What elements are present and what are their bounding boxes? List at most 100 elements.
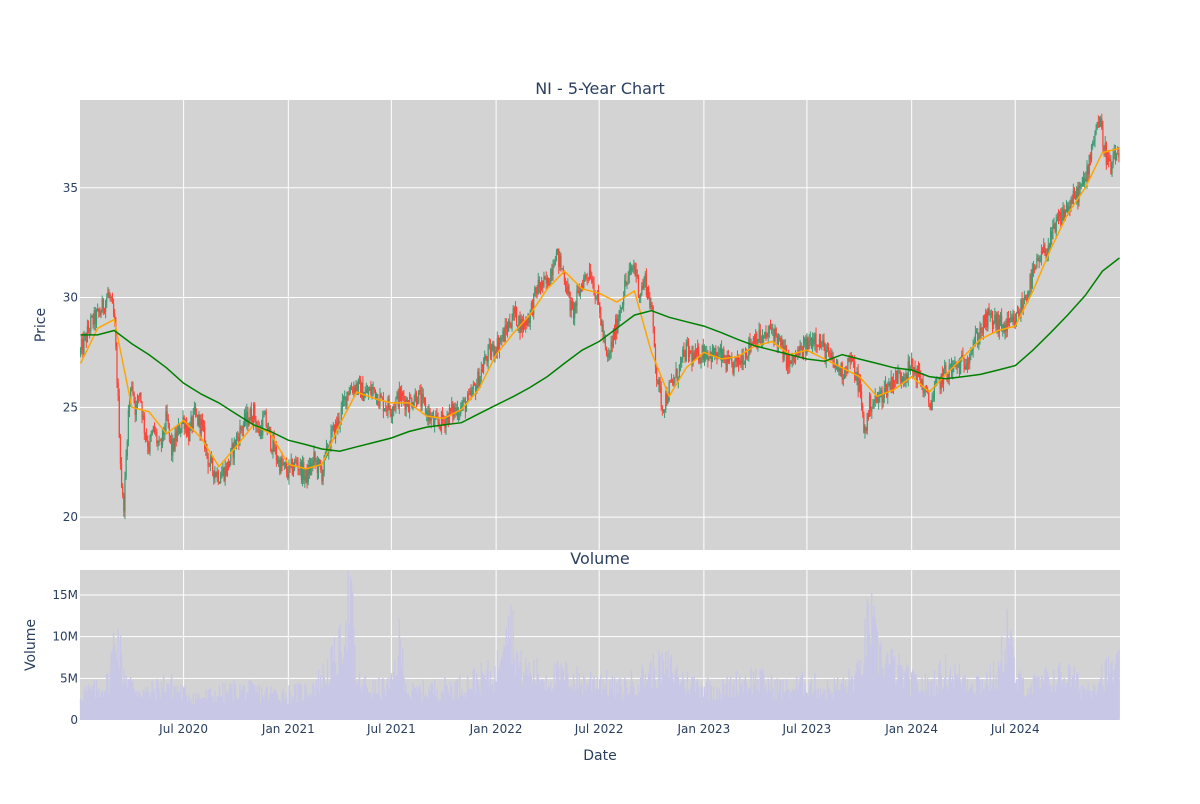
volume-bar bbox=[1062, 680, 1064, 720]
candle-body-down bbox=[535, 287, 537, 291]
volume-bar bbox=[412, 683, 414, 720]
volume-bar bbox=[548, 686, 551, 720]
volume-bar bbox=[392, 671, 395, 720]
volume-bar bbox=[403, 676, 405, 720]
volume-bar bbox=[104, 690, 107, 720]
volume-bar bbox=[687, 689, 690, 720]
candle-body-down bbox=[473, 384, 476, 386]
candle-body-up bbox=[282, 464, 284, 466]
volume-bar bbox=[824, 689, 826, 720]
candle-body-down bbox=[122, 486, 124, 496]
volume-bar bbox=[266, 686, 268, 720]
candle-body-up bbox=[689, 350, 691, 357]
volume-bar bbox=[242, 684, 245, 720]
candle-body-down bbox=[1101, 118, 1103, 128]
candle-body-up bbox=[632, 269, 634, 271]
volume-bar bbox=[275, 691, 278, 720]
volume-bar bbox=[950, 682, 953, 720]
candle-body-down bbox=[649, 297, 651, 308]
volume-bar bbox=[839, 690, 841, 720]
volume-bar bbox=[571, 689, 574, 720]
volume-bar bbox=[1115, 654, 1118, 720]
volume-bar bbox=[621, 698, 624, 720]
volume-bar bbox=[715, 700, 717, 720]
candle-body-up bbox=[142, 415, 144, 418]
candle-body-down bbox=[265, 411, 267, 427]
volume-bar bbox=[747, 690, 749, 720]
candle-body-up bbox=[1078, 188, 1080, 203]
candle-body-up bbox=[467, 393, 469, 403]
candle-body-up bbox=[151, 431, 153, 435]
candle-body-up bbox=[668, 382, 670, 400]
candle-body-up bbox=[627, 275, 629, 283]
candle-body-up bbox=[248, 420, 250, 426]
candle-body-up bbox=[808, 341, 810, 349]
volume-bar bbox=[584, 678, 586, 720]
volume-bar bbox=[382, 678, 385, 720]
candle-body-up bbox=[969, 354, 971, 364]
volume-bar bbox=[1012, 646, 1014, 720]
candle-body-up bbox=[1059, 211, 1061, 217]
volume-bar bbox=[992, 661, 995, 720]
candle-body-down bbox=[634, 264, 636, 270]
candle-body-down bbox=[852, 360, 855, 362]
candle-body-up bbox=[149, 436, 151, 452]
candle-body-up bbox=[267, 426, 270, 431]
candle-body-down bbox=[1069, 206, 1071, 209]
volume-bar bbox=[108, 694, 110, 720]
candle-body-up bbox=[674, 377, 676, 384]
price-plot-area[interactable] bbox=[80, 100, 1120, 550]
volume-bar bbox=[79, 698, 82, 720]
candle-body-up bbox=[1053, 223, 1055, 226]
volume-bar bbox=[986, 671, 988, 720]
volume-bar bbox=[1061, 684, 1063, 720]
candle-body-down bbox=[763, 336, 765, 339]
volume-bar bbox=[810, 678, 813, 720]
candle-body-up bbox=[224, 466, 226, 481]
volume-bar bbox=[1029, 687, 1031, 720]
candle-body-down bbox=[279, 459, 281, 473]
volume-bar bbox=[991, 681, 994, 720]
volume-bar bbox=[1081, 684, 1084, 720]
candle-body-down bbox=[691, 351, 693, 364]
volume-bar bbox=[472, 670, 475, 720]
volume-bar bbox=[336, 674, 338, 720]
candle-body-down bbox=[354, 386, 356, 393]
candle-body-up bbox=[609, 352, 611, 354]
candle-body-down bbox=[168, 423, 170, 436]
candle-body-down bbox=[397, 392, 399, 407]
candle-body-up bbox=[750, 342, 752, 349]
candle-body-down bbox=[832, 356, 834, 363]
volume-bar bbox=[359, 687, 362, 720]
volume-y-axis-label: Volume bbox=[23, 619, 39, 671]
candle-body-down bbox=[1024, 297, 1027, 300]
volume-bar bbox=[353, 628, 355, 720]
candle-body-up bbox=[633, 264, 635, 270]
volume-bar bbox=[998, 665, 1001, 720]
candle-body-up bbox=[868, 396, 871, 417]
candle-body-down bbox=[381, 397, 383, 399]
candle-body-up bbox=[1020, 299, 1022, 318]
candle-body-down bbox=[710, 351, 712, 363]
volume-bar bbox=[219, 695, 222, 720]
volume-bar bbox=[565, 663, 568, 720]
volume-bar bbox=[169, 680, 172, 720]
volume-bar bbox=[85, 686, 87, 720]
volume-bar bbox=[342, 657, 345, 720]
candle-body-down bbox=[547, 277, 550, 286]
volume-bar bbox=[357, 679, 360, 720]
volume-bar bbox=[585, 689, 587, 720]
candle-body-down bbox=[215, 472, 217, 477]
candle-body-down bbox=[443, 420, 445, 422]
candle-body-down bbox=[366, 389, 369, 394]
candle-body-down bbox=[210, 457, 213, 458]
volume-bar bbox=[289, 691, 291, 720]
volume-bar bbox=[816, 698, 818, 720]
candle-body-up bbox=[337, 417, 339, 428]
volume-bar bbox=[1011, 636, 1013, 720]
candle-body-up bbox=[312, 460, 314, 469]
volume-bar bbox=[349, 575, 352, 720]
volume-bar bbox=[645, 683, 648, 720]
candle-body-up bbox=[1052, 225, 1054, 240]
candle-body-down bbox=[403, 395, 405, 401]
